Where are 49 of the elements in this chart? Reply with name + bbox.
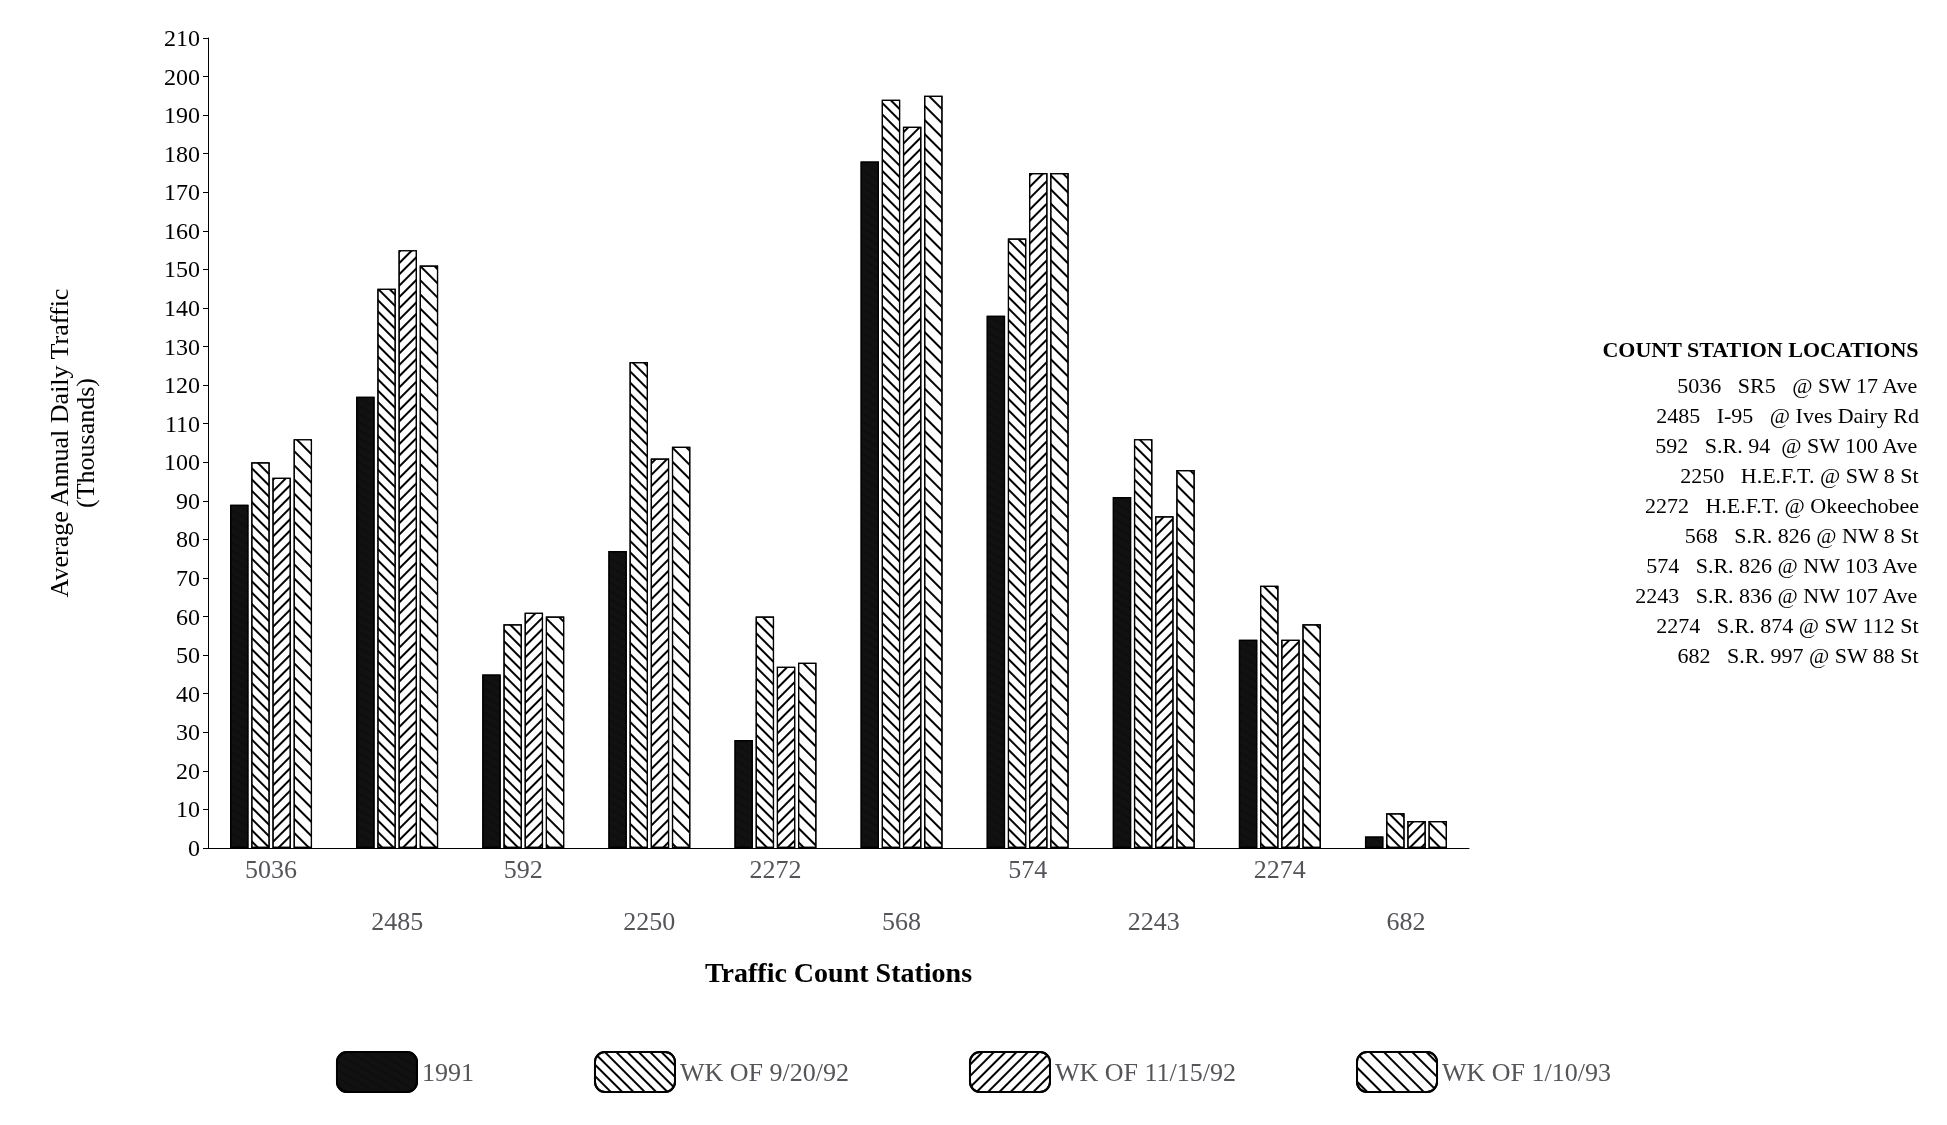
legend-label: 1991 (421, 1057, 474, 1087)
text: 2274 S.R. 874 @ SW 112 St (1656, 612, 1919, 638)
y-tick-label: 150 (164, 256, 200, 283)
y-tick-label: 60 (176, 603, 200, 630)
y-tick-label: 30 (176, 719, 200, 746)
text: 2272 H.E.F.T. @ Okeechobee (1644, 492, 1919, 518)
text: 568 S.R. 826 @ NW 8 St (1684, 522, 1919, 548)
y-tick-label: 180 (164, 140, 200, 167)
x-tick-label: 2250 (623, 906, 676, 936)
y-tick-label: 40 (176, 680, 200, 707)
text: 5036 SR5 @ SW 17 Ave (1677, 372, 1918, 398)
y-tick-label: 110 (164, 410, 200, 437)
text: 592 S.R. 94 @ SW 100 Ave (1655, 432, 1918, 458)
y-tick-label: 200 (164, 63, 200, 90)
x-axis-title: Traffic Count Stations (704, 956, 973, 988)
x-tick-label: 2272 (749, 854, 802, 884)
text: COUNT STATION LOCATIONS (1602, 336, 1919, 362)
x-tick-label: 2485 (371, 906, 424, 936)
y-tick-label: 10 (176, 796, 200, 823)
y-tick-label: 120 (164, 372, 200, 399)
text: 2243 S.R. 836 @ NW 107 Ave (1635, 582, 1918, 608)
text: 2485 I-95 @ Ives Dairy Rd (1656, 402, 1920, 428)
x-tick-label: 592 (503, 854, 543, 884)
x-tick-label: 574 (1008, 854, 1048, 884)
text: 2250 H.E.F.T. @ SW 8 St (1680, 462, 1919, 488)
y-tick-label: 210 (164, 25, 200, 51)
legend-label: WK OF 1/10/93 (1442, 1057, 1612, 1087)
y-tick-label: 140 (164, 295, 200, 321)
y-tick-label: 70 (176, 565, 200, 591)
y-tick-label: 160 (164, 217, 200, 244)
y-tick-label: 20 (176, 757, 200, 784)
y-tick-label: 80 (176, 526, 200, 553)
legend-label: WK OF 9/20/92 (679, 1057, 849, 1087)
y-tick-label: 90 (176, 487, 200, 514)
y-tick-label: 50 (176, 642, 200, 669)
y-axis-title: Average Annual Daily Traffic (Thousands) (44, 288, 100, 598)
y-tick-label: 0 (188, 835, 200, 861)
x-tick-label: 682 (1386, 906, 1426, 936)
x-tick-label: 2243 (1127, 906, 1180, 936)
x-tick-label: 5036 (245, 854, 298, 884)
legend-label: WK OF 11/15/92 (1054, 1057, 1237, 1087)
x-tick-label: 568 (882, 906, 922, 936)
text: 682 S.R. 997 @ SW 88 St (1677, 642, 1919, 668)
y-tick-label: 170 (164, 179, 200, 206)
y-tick-label: 190 (164, 102, 200, 129)
text: 574 S.R. 826 @ NW 103 Ave (1646, 552, 1918, 578)
x-tick-label: 2274 (1253, 854, 1306, 884)
y-tick-label: 130 (164, 333, 200, 360)
y-tick-label: 100 (164, 449, 200, 476)
